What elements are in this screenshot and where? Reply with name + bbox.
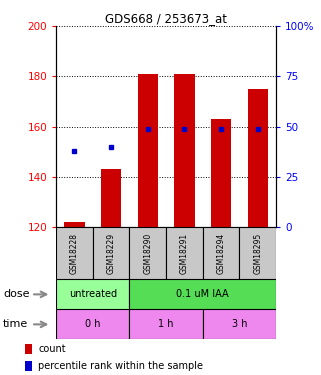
Bar xyxy=(174,74,195,227)
Bar xyxy=(56,227,93,279)
Bar xyxy=(248,89,268,227)
Text: GSM18294: GSM18294 xyxy=(217,232,226,274)
Text: GSM18291: GSM18291 xyxy=(180,232,189,274)
Bar xyxy=(129,227,166,279)
Bar xyxy=(129,279,276,309)
Bar xyxy=(93,227,129,279)
Bar xyxy=(203,227,239,279)
Bar xyxy=(211,119,231,227)
Bar xyxy=(56,309,129,339)
Text: untreated: untreated xyxy=(69,290,117,299)
Bar xyxy=(138,74,158,227)
Text: GSM18290: GSM18290 xyxy=(143,232,152,274)
Text: count: count xyxy=(38,344,66,354)
Bar xyxy=(56,279,129,309)
Bar xyxy=(166,227,203,279)
Text: GSM18228: GSM18228 xyxy=(70,232,79,274)
Bar xyxy=(239,227,276,279)
Text: GSM18295: GSM18295 xyxy=(253,232,262,274)
Bar xyxy=(25,344,32,354)
Bar xyxy=(129,309,203,339)
Text: GSM18229: GSM18229 xyxy=(107,232,116,274)
Text: 1 h: 1 h xyxy=(158,320,174,329)
Title: GDS668 / 253673_at: GDS668 / 253673_at xyxy=(105,12,227,25)
Text: percentile rank within the sample: percentile rank within the sample xyxy=(38,361,203,371)
Text: time: time xyxy=(3,320,29,329)
Bar xyxy=(101,169,121,227)
Text: 0 h: 0 h xyxy=(85,320,100,329)
Text: 0.1 uM IAA: 0.1 uM IAA xyxy=(177,290,229,299)
Bar xyxy=(65,222,84,227)
Bar xyxy=(203,309,276,339)
Text: dose: dose xyxy=(3,290,30,299)
Bar xyxy=(25,361,32,371)
Text: 3 h: 3 h xyxy=(232,320,247,329)
